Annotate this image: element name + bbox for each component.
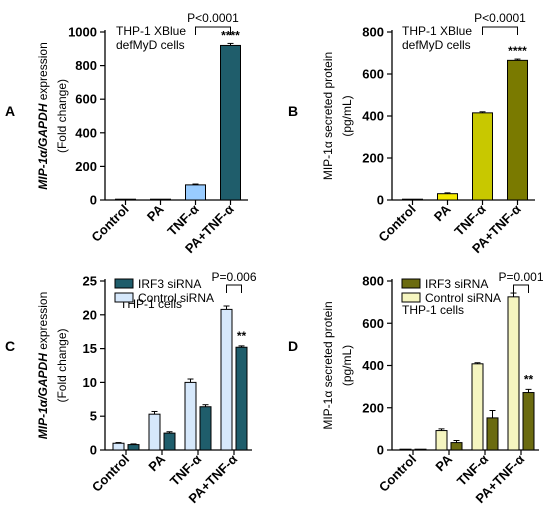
y-tick-label: 1000 — [68, 25, 97, 40]
y-axis-label: MIP-1α secreted protein — [321, 52, 335, 180]
y-axis-label-italic: MIP-1α/GAPDH — [36, 103, 50, 189]
bar — [472, 112, 493, 201]
y-tick-label: 800 — [362, 274, 384, 289]
significance-stars: ** — [237, 329, 247, 343]
y-tick-label: 15 — [83, 341, 97, 356]
bar-irf3-sirna — [199, 406, 212, 451]
bar — [437, 193, 458, 201]
panel-letter: D — [288, 338, 298, 354]
bar-control-sirna — [220, 308, 233, 451]
x-tick-label: Control — [375, 202, 418, 245]
legend-label: IRF3 siRNA — [425, 277, 488, 291]
legend-swatch — [401, 278, 421, 289]
y-tick-label: 400 — [362, 358, 384, 373]
bar-irf3-sirna — [127, 444, 140, 451]
bar — [220, 44, 241, 201]
y-axis-label-rest: expression — [36, 42, 50, 103]
y-axis-label-italic: MIP-1α/GAPDH — [36, 353, 50, 439]
annotation-text: THP-1 XBlue — [116, 24, 186, 38]
annotation-text: THP-1 cells — [402, 303, 464, 317]
p-value-label: P<0.0001 — [187, 11, 239, 25]
y-tick-label: 0 — [90, 193, 97, 208]
y-tick-label: 600 — [75, 92, 97, 107]
y-tick-label: 20 — [83, 307, 97, 322]
p-value-label: P=0.006 — [211, 270, 256, 284]
x-tick-label: Control — [88, 202, 131, 245]
y-tick-label: 0 — [377, 193, 384, 208]
y-tick-label: 800 — [362, 25, 384, 40]
y-tick-label: 400 — [362, 109, 384, 124]
x-tick-label: Control — [376, 452, 419, 495]
y-tick-label: 25 — [83, 274, 97, 289]
bar-control-sirna — [112, 442, 125, 451]
significance-stars: **** — [508, 44, 527, 58]
bar-irf3-sirna — [486, 417, 499, 451]
bar — [507, 59, 528, 201]
bar-irf3-sirna — [235, 346, 248, 451]
panel-c: C MIP-1α/GAPDH expression (Fold change) 0 5 1… — [5, 270, 257, 506]
significance-stars: ** — [524, 372, 534, 386]
panel-d: D MIP-1α secreted protein (pg/mL) 0 200 400 60… — [288, 270, 544, 506]
panel-letter: B — [288, 103, 298, 119]
y-tick-label: 0 — [90, 443, 97, 458]
y-axis-label-units: (pg/mL) — [340, 345, 354, 386]
y-axis-label: MIP-1α/GAPDH expression — [36, 42, 50, 190]
y-axis-label-units: (pg/mL) — [340, 95, 354, 136]
y-tick-label: 200 — [362, 400, 384, 415]
bar — [402, 198, 423, 201]
y-tick-label: 10 — [83, 375, 97, 390]
legend-swatch — [114, 292, 134, 303]
y-axis-label-units: (Fold change) — [55, 328, 69, 402]
x-tick-label: Control — [89, 452, 132, 495]
bar-control-sirna — [184, 381, 197, 451]
x-tick-label: PA — [144, 201, 167, 224]
panel-letter: C — [5, 338, 15, 354]
legend-swatch — [401, 292, 421, 303]
panel-letter: A — [5, 103, 15, 119]
annotation-text: THP-1 XBlue — [402, 24, 472, 38]
p-value-label: P=0.001 — [498, 270, 543, 284]
y-tick-label: 5 — [90, 409, 97, 424]
y-tick-label: 400 — [75, 125, 97, 140]
bar-control-sirna — [435, 430, 448, 451]
y-axis-label-rest: expression — [36, 292, 50, 353]
y-tick-label: 0 — [377, 443, 384, 458]
y-tick-label: 200 — [75, 159, 97, 174]
annotation-text: defMyD cells — [116, 38, 185, 52]
y-axis-label-units: (Fold change) — [55, 79, 69, 153]
bar-irf3-sirna — [414, 448, 427, 451]
significance-bracket — [482, 26, 518, 35]
legend-swatch — [114, 278, 134, 289]
bar-control-sirna — [148, 413, 161, 451]
y-tick-label: 600 — [362, 316, 384, 331]
y-tick-label: 600 — [362, 67, 384, 82]
x-tick-label: PA — [145, 451, 168, 474]
bar-irf3-sirna — [163, 432, 176, 451]
bar-irf3-sirna — [522, 392, 535, 451]
significance-stars: **** — [221, 28, 240, 42]
annotation-text: THP-1 cells — [120, 297, 182, 311]
legend-label: Control siRNA — [138, 291, 214, 305]
y-axis-label: MIP-1α secreted protein — [321, 301, 335, 429]
y-tick-label: 800 — [75, 58, 97, 73]
panel-a: A MIP-1α/GAPDH expression (Fold change) 0 20… — [5, 11, 248, 256]
panel-b: B MIP-1α secreted protein (pg/mL) 0 200 400 60… — [288, 11, 535, 256]
annotation-text: defMyD cells — [402, 38, 471, 52]
x-tick-label: PA — [431, 201, 454, 224]
y-tick-label: 200 — [362, 151, 384, 166]
bar-control-sirna — [507, 296, 520, 451]
legend-label: IRF3 siRNA — [138, 277, 201, 291]
bar-irf3-sirna — [450, 442, 463, 451]
significance-bracket — [195, 26, 231, 35]
x-tick-label: PA — [432, 451, 455, 474]
significance-bracket — [226, 284, 242, 293]
bar — [185, 184, 206, 201]
p-value-label: P<0.0001 — [474, 11, 526, 25]
y-axis-label: MIP-1α/GAPDH expression — [36, 292, 50, 440]
legend-label: Control siRNA — [425, 291, 501, 305]
bar-control-sirna — [471, 363, 484, 451]
significance-bracket — [513, 284, 529, 293]
bar-control-sirna — [399, 448, 412, 451]
